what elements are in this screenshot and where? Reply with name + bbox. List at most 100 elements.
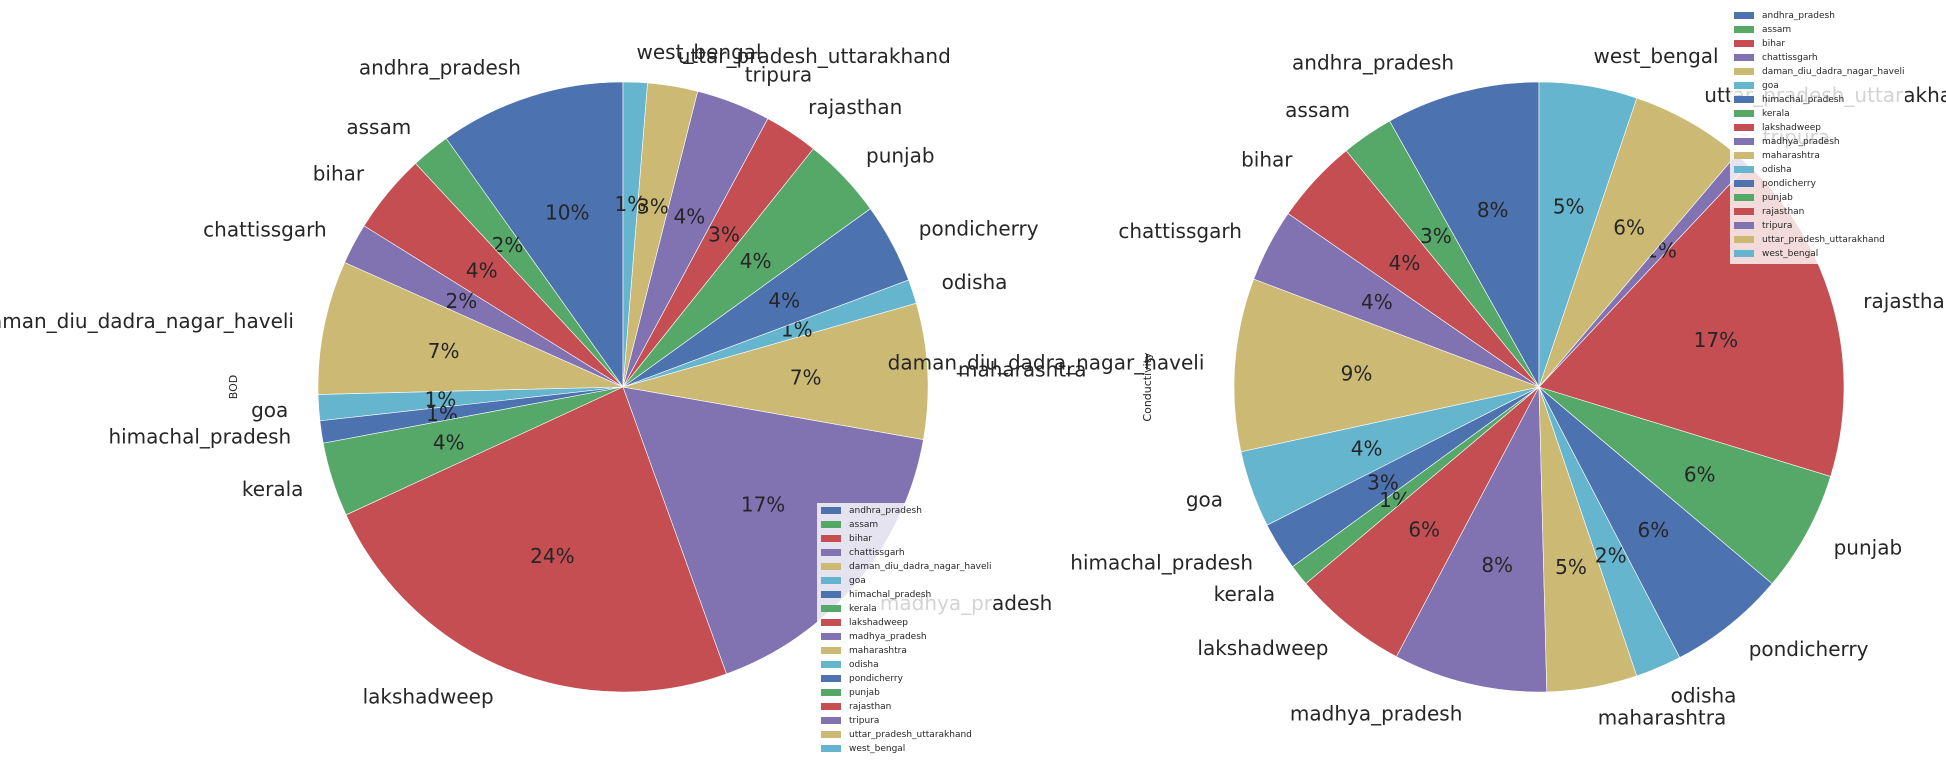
bod-pie-chart: 10%andhra_pradesh2%assam4%bihar2%chattis… bbox=[0, 40, 1087, 709]
legend-swatch-assam bbox=[821, 521, 841, 528]
pct-label-lakshadweep: 6% bbox=[1408, 518, 1440, 542]
pct-label-daman-diu-dadra-nagar-haveli: 7% bbox=[428, 339, 460, 363]
category-label-pondicherry: pondicherry bbox=[919, 217, 1039, 241]
legend-swatch-bihar bbox=[821, 535, 841, 542]
legend-swatch-maharashtra bbox=[1734, 152, 1754, 159]
legend-swatch-himachal-pradesh bbox=[821, 591, 841, 598]
slice-lakshadweep bbox=[1305, 386, 1540, 658]
legend-swatch-madhya-pradesh bbox=[1734, 138, 1754, 145]
legend-swatch-tripura bbox=[1734, 222, 1754, 229]
legend-label-pondicherry: pondicherry bbox=[1762, 179, 1817, 189]
pct-label-tripura: 4% bbox=[674, 205, 706, 229]
category-label-tripura: tripura bbox=[745, 62, 812, 86]
legend-label-punjab: punjab bbox=[1762, 193, 1793, 203]
conductivity-pie-chart: 8% andhra_pradesh 3% assam 4% bihar 4% chattiss… bbox=[888, 44, 1946, 729]
legend-swatch-assam bbox=[1734, 26, 1754, 33]
slice-maharashtra bbox=[622, 302, 929, 440]
legend-label-andhra-pradesh: andhra_pradesh bbox=[1762, 11, 1835, 21]
category-label-assam: assam bbox=[1285, 98, 1350, 122]
legend-label-chattissgarh: chattissgarh bbox=[849, 548, 905, 558]
legend-swatch-rajasthan bbox=[821, 703, 841, 710]
pct-label-maharashtra: 7% bbox=[790, 365, 822, 389]
legend-swatch-kerala bbox=[1734, 110, 1754, 117]
category-label-odisha: odisha bbox=[942, 270, 1008, 294]
legend-swatch-odisha bbox=[821, 661, 841, 668]
category-label-madhya-pradesh: madhya_pradesh bbox=[1290, 702, 1462, 726]
legend-label-tripura: tripura bbox=[1762, 221, 1792, 231]
pct-label-pondicherry: 4% bbox=[768, 289, 800, 313]
pct-label-andhra-pradesh: 8% bbox=[1477, 198, 1509, 222]
pct-label-punjab: 4% bbox=[740, 249, 772, 273]
pct-label-madhya-pradesh: 8% bbox=[1481, 553, 1513, 577]
pct-label-west-bengal: 1% bbox=[615, 192, 647, 216]
legend-background bbox=[1730, 8, 1905, 264]
legend-swatch-lakshadweep bbox=[821, 619, 841, 626]
pct-label-kerala: 4% bbox=[433, 431, 465, 455]
category-label-goa: goa bbox=[251, 398, 288, 422]
slice-punjab bbox=[1538, 386, 1831, 585]
category-label-maharashtra: maharashtra bbox=[1598, 705, 1727, 729]
legend-swatch-odisha bbox=[1734, 166, 1754, 173]
legend-swatch-tripura bbox=[821, 717, 841, 724]
legend-swatch-andhra-pradesh bbox=[1734, 12, 1754, 19]
legend-swatch-lakshadweep bbox=[1734, 124, 1754, 131]
category-label-kerala: kerala bbox=[242, 477, 303, 501]
legend-swatch-pondicherry bbox=[821, 675, 841, 682]
slice-west-bengal bbox=[622, 81, 648, 388]
category-label-west-bengal: west_bengal bbox=[1594, 44, 1719, 68]
legend-swatch-bihar bbox=[1734, 40, 1754, 47]
legend-swatch-uttar-pradesh-uttarakhand bbox=[821, 731, 841, 738]
category-label-himachal-pradesh: himachal_pradesh bbox=[1070, 550, 1253, 574]
category-label-uttar-pradesh-uttarakhand: uttar_pradesh_uttarakhand bbox=[678, 44, 951, 68]
pct-label-pondicherry: 6% bbox=[1638, 518, 1670, 542]
legend-label-rajasthan: rajasthan bbox=[1762, 207, 1804, 217]
legend-label-madhya-pradesh: madhya_pradesh bbox=[849, 632, 927, 642]
slice-daman-diu-dadra-nagar-haveli bbox=[1233, 278, 1541, 453]
category-label-himachal-pradesh: himachal_pradesh bbox=[108, 425, 291, 449]
legend-label-west-bengal: west_bengal bbox=[1762, 249, 1818, 259]
pct-label-rajasthan: 17% bbox=[1694, 328, 1738, 352]
legend-swatch-himachal-pradesh bbox=[1734, 96, 1754, 103]
category-label-goa: goa bbox=[1186, 488, 1223, 512]
slice-andhra-pradesh bbox=[445, 81, 624, 388]
pct-label-uttar-pradesh-uttarakhand: 6% bbox=[1613, 216, 1645, 240]
legend-label-kerala: kerala bbox=[849, 604, 877, 614]
legend-label-chattissgarh: chattissgarh bbox=[1762, 53, 1818, 63]
pct-label-rajasthan: 3% bbox=[708, 222, 740, 246]
category-label-assam: assam bbox=[346, 115, 411, 139]
legend-swatch-kerala bbox=[821, 605, 841, 612]
legend-label-daman-diu-dadra-nagar-haveli: daman_diu_dadra_nagar_haveli bbox=[849, 562, 992, 572]
category-label-west-bengal: west_bengal bbox=[637, 40, 762, 64]
pct-label-lakshadweep: 24% bbox=[530, 544, 574, 568]
legend-swatch-maharashtra bbox=[821, 647, 841, 654]
pct-label-uttar-pradesh-uttarakhand: 3% bbox=[637, 195, 669, 219]
legend-label-uttar-pradesh-uttarakhand: uttar_pradesh_uttarakhand bbox=[849, 730, 972, 740]
legend-background bbox=[817, 503, 992, 759]
pct-label-odisha: 2% bbox=[1595, 543, 1627, 567]
legend-label-rajasthan: rajasthan bbox=[849, 702, 891, 712]
legend-swatch-chattissgarh bbox=[821, 549, 841, 556]
category-label-pondicherry: pondicherry bbox=[1749, 637, 1869, 661]
legend-swatch-west-bengal bbox=[1734, 250, 1754, 257]
category-label-bihar: bihar bbox=[1241, 147, 1293, 171]
category-label-punjab: punjab bbox=[1834, 536, 1903, 560]
legend-label-assam: assam bbox=[849, 520, 878, 530]
legend-swatch-rajasthan bbox=[1734, 208, 1754, 215]
pct-label-punjab: 6% bbox=[1684, 463, 1716, 487]
legend-label-punjab: punjab bbox=[849, 688, 880, 698]
bod-axis-label: BOD bbox=[227, 375, 240, 399]
legend-label-madhya-pradesh: madhya_pradesh bbox=[1762, 137, 1840, 147]
legend-swatch-goa bbox=[821, 577, 841, 584]
legend-label-lakshadweep: lakshadweep bbox=[849, 618, 908, 628]
category-label-bihar: bihar bbox=[313, 162, 365, 186]
legend-swatch-punjab bbox=[821, 689, 841, 696]
legend-swatch-daman-diu-dadra-nagar-haveli bbox=[1734, 68, 1754, 75]
pct-label-daman-diu-dadra-nagar-haveli: 9% bbox=[1341, 362, 1373, 386]
legend-swatch-west-bengal bbox=[821, 745, 841, 752]
legend-label-himachal-pradesh: himachal_pradesh bbox=[849, 590, 931, 600]
category-label-daman-diu-dadra-nagar-haveli: daman_diu_dadra_nagar_haveli bbox=[0, 309, 294, 333]
category-label-rajasthan: rajasthan bbox=[808, 95, 902, 119]
